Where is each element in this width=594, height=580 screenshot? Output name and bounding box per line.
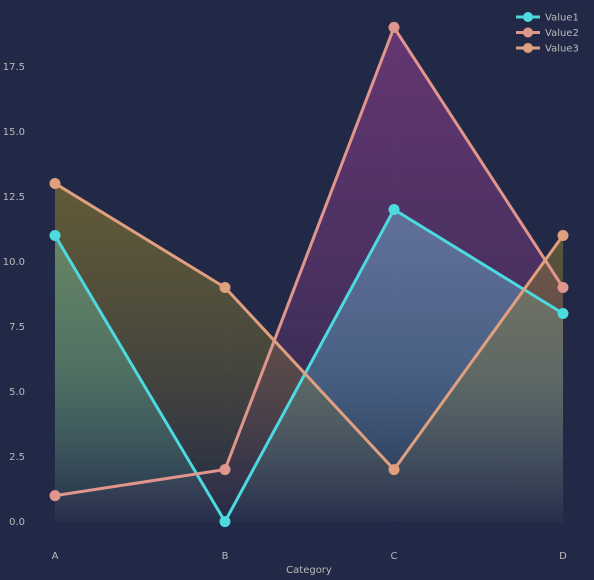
y-tick-label: 2.5: [9, 452, 25, 463]
x-tick-label: D: [559, 551, 567, 562]
legend: Value1 Value2 Value3: [516, 12, 579, 55]
data-point-value1: [388, 203, 400, 215]
x-tick-label: C: [391, 551, 398, 562]
legend-item-value2: Value2: [516, 27, 579, 39]
x-axis-ticks: A B C D: [52, 551, 568, 562]
data-point-value1: [219, 516, 231, 528]
area-fills: [55, 27, 563, 522]
legend-item-value1: Value1: [516, 12, 579, 24]
legend-marker: [523, 27, 533, 38]
y-tick-label: 15.0: [3, 127, 25, 138]
data-point-value1: [557, 308, 569, 320]
data-point-value1: [49, 229, 61, 241]
y-tick-label: 7.5: [9, 322, 25, 333]
area-fill-value3: [55, 183, 563, 522]
legend-label: Value2: [545, 28, 579, 39]
data-point-value2: [557, 282, 569, 294]
data-point-value2: [49, 490, 61, 502]
x-tick-label: A: [52, 551, 59, 562]
area-fill-value2: [55, 27, 563, 522]
legend-marker: [523, 12, 533, 22]
data-point-value3: [49, 177, 61, 189]
legend-label: Value1: [545, 13, 579, 24]
data-point-value3: [388, 464, 400, 476]
series-line-value1: [53, 207, 564, 524]
data-point-value2: [219, 464, 231, 476]
data-point-value2: [388, 21, 400, 33]
series-line-value2: [54, 25, 565, 498]
legend-item-value3: Value3: [516, 43, 579, 55]
legend-marker: [523, 43, 533, 53]
y-tick-label: 17.5: [3, 62, 25, 73]
x-axis-label: Category: [286, 565, 332, 576]
y-tick-label: 0.0: [9, 517, 25, 528]
data-point-value3: [219, 282, 231, 294]
series-line-value3: [54, 182, 565, 472]
y-tick-label: 10.0: [3, 257, 25, 268]
data-point-value3: [557, 229, 569, 241]
series-points: [49, 21, 569, 528]
legend-label: Value3: [545, 44, 579, 55]
series-lines: [53, 25, 565, 524]
y-tick-label: 5.0: [9, 387, 25, 398]
y-tick-label: 12.5: [3, 192, 25, 203]
y-axis-ticks: 0.0 2.5 5.0 7.5 10.0 12.5 15.0 17.5: [3, 62, 25, 528]
x-tick-label: B: [222, 551, 229, 562]
